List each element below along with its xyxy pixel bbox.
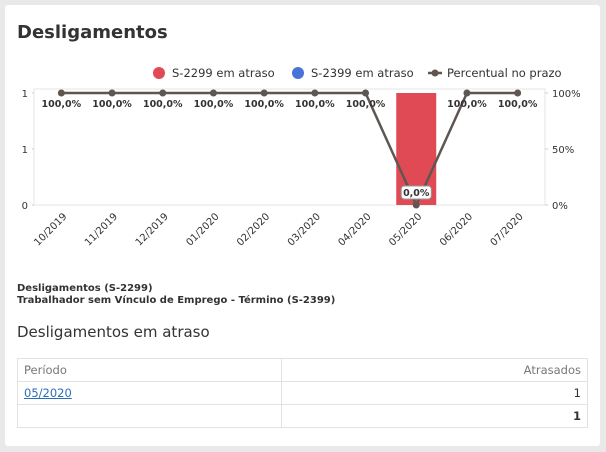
label-box [400, 185, 432, 200]
data-label: 100,0% [244, 99, 284, 110]
table: Período Atrasados 05/2020 1 1 [16, 358, 588, 428]
x-tick-label: 06/2020 [438, 211, 475, 248]
legend-label: Percentual no prazo [447, 66, 562, 80]
column-header: Atrasados [281, 358, 588, 382]
point [362, 89, 370, 97]
point [209, 89, 217, 97]
cell: 05/2020 [16, 381, 283, 405]
plot-area [33, 88, 546, 206]
legend-label: S-2299 em atraso [172, 66, 275, 80]
y2-tick-label: 0% [552, 201, 568, 212]
point [108, 89, 116, 97]
note: Desligamentos (S-2299) [17, 283, 153, 294]
y-tick-label: 0 [22, 201, 28, 212]
data-label: 100,0% [346, 99, 386, 110]
data-label: 100,0% [92, 99, 132, 110]
row: 05/2020 1 [16, 381, 588, 405]
x-tick-label: 11/2019 [83, 211, 120, 248]
note: Trabalhador sem Vínculo de Emprego - Tér… [17, 295, 336, 306]
y-tick-label: 1 [22, 145, 28, 156]
period-link[interactable]: 05/2020 [24, 386, 72, 400]
column-header: Período [16, 358, 283, 382]
legend-marker [431, 69, 439, 77]
x-tick-label: 05/2020 [387, 211, 424, 248]
point [412, 201, 420, 209]
data-label: 100,0% [42, 99, 82, 110]
chart: 0 1 1 0% 50% 100% 10/2019 11/2019 12/2019 01/2020… [22, 66, 581, 248]
legend-label: S-2399 em atraso [311, 66, 414, 80]
x-tick-label: 12/2019 [134, 211, 171, 248]
y2-tick-label: 100% [552, 89, 581, 100]
point [260, 89, 268, 97]
x-tick-label: 01/2020 [184, 211, 221, 248]
point [463, 89, 471, 97]
card-title: Desligamentos [17, 22, 168, 43]
point [159, 89, 167, 97]
x-tick-label: 04/2020 [337, 211, 374, 248]
cell: 1 [281, 381, 588, 405]
card: Desligamentos 0 1 1 0% 50% 100% 10/2019 11/2019… [5, 5, 600, 446]
header-row: Período Atrasados [16, 358, 588, 382]
x-tick-label: 10/2019 [32, 211, 69, 248]
line [61, 91, 518, 209]
point [57, 89, 65, 97]
data-label: 100,0% [498, 99, 538, 110]
cell [16, 404, 283, 428]
legend-marker [153, 67, 165, 79]
total: 1 [281, 404, 588, 428]
total-row: 1 [16, 404, 588, 428]
point [311, 89, 319, 97]
y-tick-label: 1 [22, 89, 28, 100]
legend-marker [292, 67, 304, 79]
data-label: 100,0% [447, 99, 487, 110]
data-label: 100,0% [143, 99, 183, 110]
point [514, 89, 522, 97]
data-label: 0,0% [403, 188, 430, 199]
data-label: 100,0% [295, 99, 335, 110]
x-tick-label: 07/2020 [489, 211, 526, 248]
y2-tick-label: 50% [552, 145, 574, 156]
x-tick-label: 02/2020 [235, 211, 272, 248]
section-title: Desligamentos em atraso [17, 323, 210, 341]
x-tick-label: 03/2020 [286, 211, 323, 248]
data-label: 100,0% [194, 99, 234, 110]
notes: Desligamentos (S-2299) Trabalhador sem V… [17, 283, 335, 307]
